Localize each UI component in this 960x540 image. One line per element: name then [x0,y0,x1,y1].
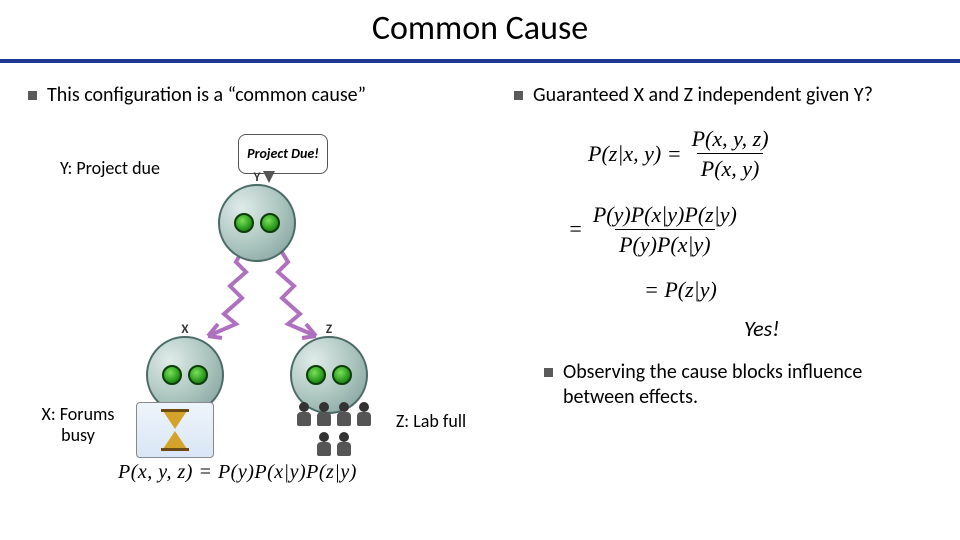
equation-1: P(z|x, y) = P(x, y, z) P(x, y) [588,126,932,182]
node-y-tag: Y [254,170,261,185]
hourglass-icon [163,411,187,449]
right-bullet-1-text: Guaranteed X and Z independent given Y? [533,83,873,108]
eye-icon [188,365,208,385]
eye-icon [306,365,326,385]
hourglass-widget [136,402,214,458]
eq1-lhs: P(z|x, y) = [588,141,682,167]
node-y: Y [218,184,296,262]
bullet-square-icon [514,91,523,100]
person-icon [336,402,352,426]
eye-icon [332,365,352,385]
person-icon [296,402,312,426]
eq1-denominator: P(x, y) [697,153,764,181]
eq2-lhs: = [568,216,583,242]
eq2-denominator: P(y)P(x|y) [615,229,715,257]
person-icon [356,402,372,426]
equation-2: = P(y)P(x|y)P(z|y) P(y)P(x|y) [568,202,932,258]
equation-3: = P(z|y) [644,277,932,303]
eye-icon [162,365,182,385]
causal-diagram: Y: Project due X: Forums busy Z: Lab ful… [28,126,498,476]
left-column: This configuration is a “common cause” Y… [28,83,498,476]
eq3-text: = P(z|y) [644,277,717,303]
joint-distribution-equation: P(x, y, z) = P(y)P(x|y)P(z|y) [118,461,357,484]
eq1-fraction: P(x, y, z) P(x, y) [688,126,773,182]
eq1-numerator: P(x, y, z) [688,126,773,153]
node-x-tag: X [181,322,188,337]
bullet-square-icon [28,91,37,100]
bullet-square-icon [544,368,553,377]
x-node-label: X: Forums busy [28,404,128,445]
eye-icon [260,213,280,233]
labfull-widget [290,398,378,456]
left-bullet-text: This configuration is a “common cause” [47,83,366,108]
right-column: Guaranteed X and Z independent given Y? … [514,83,932,476]
right-bullet-2: Observing the cause blocks influence bet… [544,360,932,410]
eye-icon [234,213,254,233]
answer-yes: Yes! [744,315,932,342]
eq2-fraction: P(y)P(x|y)P(z|y) P(y)P(x|y) [589,202,741,258]
person-icon [316,432,332,456]
node-z-tag: Z [326,322,332,337]
z-node-label: Z: Lab full [386,411,476,432]
slide-title: Common Cause [0,0,960,59]
speech-bubble: Project Due! [238,134,328,174]
person-icon [316,402,332,426]
person-icon [336,432,352,456]
content-area: This configuration is a “common cause” Y… [0,63,960,476]
right-bullet-1: Guaranteed X and Z independent given Y? [514,83,932,108]
right-bullet-2-text: Observing the cause blocks influence bet… [563,360,932,410]
y-node-label: Y: Project due [60,158,160,179]
eq2-numerator: P(y)P(x|y)P(z|y) [589,202,741,229]
left-bullet: This configuration is a “common cause” [28,83,498,108]
